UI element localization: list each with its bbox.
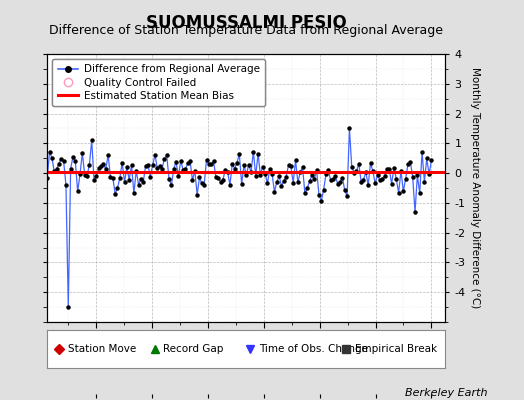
Text: Empirical Break: Empirical Break: [355, 344, 436, 354]
Text: Record Gap: Record Gap: [163, 344, 224, 354]
Text: Time of Obs. Change: Time of Obs. Change: [259, 344, 368, 354]
Text: SUOMUSSALMI PESIO: SUOMUSSALMI PESIO: [146, 14, 347, 32]
Text: Station Move: Station Move: [68, 344, 136, 354]
Legend: Difference from Regional Average, Quality Control Failed, Estimated Station Mean: Difference from Regional Average, Qualit…: [52, 59, 265, 106]
Text: Difference of Station Temperature Data from Regional Average: Difference of Station Temperature Data f…: [49, 24, 443, 37]
Y-axis label: Monthly Temperature Anomaly Difference (°C): Monthly Temperature Anomaly Difference (…: [470, 67, 479, 309]
Text: Berkeley Earth: Berkeley Earth: [405, 388, 487, 398]
